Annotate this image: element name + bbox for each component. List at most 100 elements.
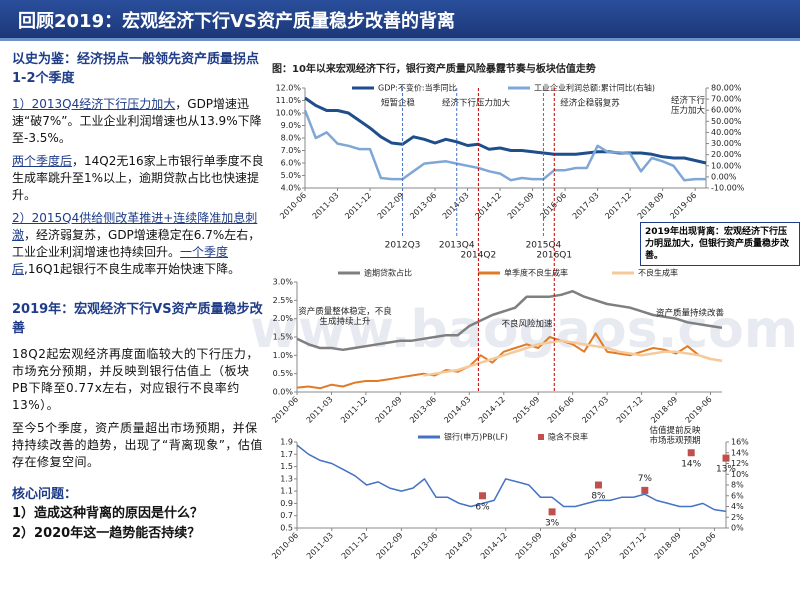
series-line [423, 339, 723, 377]
y2-tick-label: 40.00% [711, 128, 742, 137]
annotation: 资产质量整体稳定，不良生成持续上升 [298, 306, 392, 327]
x-tick-label: 2015-09 [506, 191, 536, 221]
x-tick-label: 2012-09 [375, 531, 405, 561]
question: 1）造成这种背离的原因是什么？ [12, 506, 204, 521]
y-tick-label: 1.9 [280, 438, 293, 447]
legend-label: 工业企业利润总额:累计同比(右轴) [534, 83, 655, 93]
emphasis: 两个季度后 [12, 154, 73, 168]
marker-label: 2014Q2 [461, 251, 497, 261]
y2-tick-label: 50.00% [711, 117, 742, 126]
text: ，14Q2无16家上市银行单季度不良生成率跳升至1%以上，逾期贷款占比也快速提升… [12, 154, 264, 202]
y-tick-label: 0.0% [273, 388, 294, 397]
y2-tick-label: 8% [731, 481, 744, 490]
y-tick-label: 0.7 [280, 511, 293, 520]
x-tick-label: 2014-03 [444, 531, 474, 561]
y2-tick-label: 20.00% [711, 150, 742, 159]
annotation: 资产质量持续改善 [656, 308, 725, 319]
left-panel: 以史为鉴：经济拐点一般领先资产质量拐点1-2个季度 1）2013Q4经济下行压力… [12, 50, 264, 544]
annotation: 经济企稳弱复苏 [560, 98, 620, 109]
y2-tick-label: 0.00% [711, 172, 737, 181]
y2-tick-label: 10.00% [711, 161, 742, 170]
marker [548, 508, 556, 516]
annotation: 经济下行压力加大 [671, 95, 706, 116]
y-tick-label: 1.1 [280, 487, 293, 496]
question: 2）2020年这一趋势能否持续？ [12, 526, 201, 541]
y2-tick-label: 10% [731, 470, 749, 479]
legend-swatch [538, 434, 544, 440]
x-tick-label: 2011-12 [340, 531, 370, 561]
x-tick-label: 2017-12 [618, 531, 648, 561]
x-tick-label: 2010-06 [270, 395, 300, 425]
y-tick-label: 9.0% [281, 121, 302, 130]
legend-label: 银行(申万)PB(LF) [444, 432, 508, 442]
y2-tick-label: 6% [731, 491, 744, 500]
x-tick-label: 2017-03 [571, 191, 601, 221]
y2-tick-label: 14% [731, 448, 749, 457]
legend-label: 不良生成率 [638, 268, 678, 278]
x-tick-label: 2015-09 [511, 395, 541, 425]
marker-label: 2015Q4 [526, 241, 562, 251]
series-line [303, 109, 706, 182]
x-tick-label: 2011-12 [343, 191, 373, 221]
annotation: 估值提前反映市场悲观预期 [649, 425, 701, 446]
x-tick-label: 2014-12 [477, 395, 507, 425]
x-tick-label: 2013-06 [408, 191, 438, 221]
y-tick-label: 7.0% [281, 146, 302, 155]
y-tick-label: 8.0% [281, 134, 302, 143]
x-tick-label: 2017-03 [580, 395, 610, 425]
header-bar: 回顾2019：宏观经济下行VS资产质量稳步改善的背离 [0, 0, 800, 41]
y2-tick-label: 2% [731, 513, 744, 522]
y-tick-label: 3.0% [273, 278, 294, 287]
x-tick-label: 2011-03 [311, 191, 341, 221]
y-tick-label: 1.7 [280, 450, 293, 459]
y-tick-label: 11.0% [276, 96, 302, 105]
y2-tick-label: 60.00% [711, 106, 742, 115]
x-tick-label: 2013-06 [409, 531, 439, 561]
text: ，GDP增速迅速“破7%”。工业企业利润增速也从13.9%下降至-3.5%。 [12, 97, 262, 145]
marker [641, 486, 649, 494]
x-tick-label: 2013-06 [408, 395, 438, 425]
y-tick-label: 6.0% [281, 159, 302, 168]
data-label: 7% [638, 474, 653, 484]
annotation: 经济下行压力加大 [442, 98, 511, 109]
marker-label: 2012Q3 [385, 241, 421, 251]
x-tick-label: 2018-09 [653, 531, 683, 561]
annotation: 不良风险加速 [501, 319, 553, 330]
marker-label: 2016Q1 [536, 251, 572, 261]
series-line [304, 96, 707, 165]
figure-title: 图：10年以来宏观经济下行，银行资产质量风险暴露节奏与板块估值走势 [272, 62, 596, 75]
x-tick-label: 2014-03 [442, 395, 472, 425]
y-tick-label: 0.9 [280, 499, 293, 508]
emphasis: 2）2015Q4供给侧改革推进+连续降准加息刺激 [12, 211, 258, 242]
x-tick-label: 2012-09 [376, 191, 406, 221]
callout: 2019年出现背离：宏观经济下行压力明显加大，但银行资产质量稳步改善。 [640, 222, 800, 266]
x-tick-label: 2015-09 [514, 531, 544, 561]
y2-tick-label: 16% [731, 438, 749, 447]
x-tick-label: 2010-06 [270, 531, 300, 561]
x-tick-label: 2017-03 [583, 531, 613, 561]
legend-label: 隐含不良率 [548, 432, 588, 442]
y2-tick-label: 30.00% [711, 139, 742, 148]
data-label: 6% [475, 502, 490, 512]
y2-tick-label: 12% [731, 459, 749, 468]
annotation: 短暂企稳 [381, 98, 416, 109]
y2-tick-label: 4% [731, 502, 744, 511]
marker-label: 2013Q4 [439, 241, 475, 251]
y2-tick-label: -10.00% [711, 184, 745, 193]
x-tick-label: 2014-12 [473, 191, 503, 221]
data-label: 8% [591, 492, 606, 502]
marker [594, 481, 602, 489]
x-tick-label: 2018-09 [649, 395, 679, 425]
legend-label: 逾期贷款占比 [364, 268, 412, 278]
series-line [296, 289, 723, 352]
y2-tick-label: 70.00% [711, 95, 742, 104]
data-label: 3% [545, 518, 560, 528]
marker [479, 492, 487, 500]
paragraph: 18Q2起宏观经济再度面临较大的下行压力，市场充分预期，并反映到银行估值上（板块… [12, 347, 259, 412]
paragraph: 1）2013Q4经济下行压力加大，GDP增速迅速“破7%”。工业企业利润增速也从… [12, 96, 264, 147]
heading: 核心问题： [12, 487, 78, 502]
y-tick-label: 1.5% [273, 333, 294, 342]
x-tick-label: 2010-06 [278, 191, 308, 221]
y-tick-label: 5.0% [281, 171, 302, 180]
